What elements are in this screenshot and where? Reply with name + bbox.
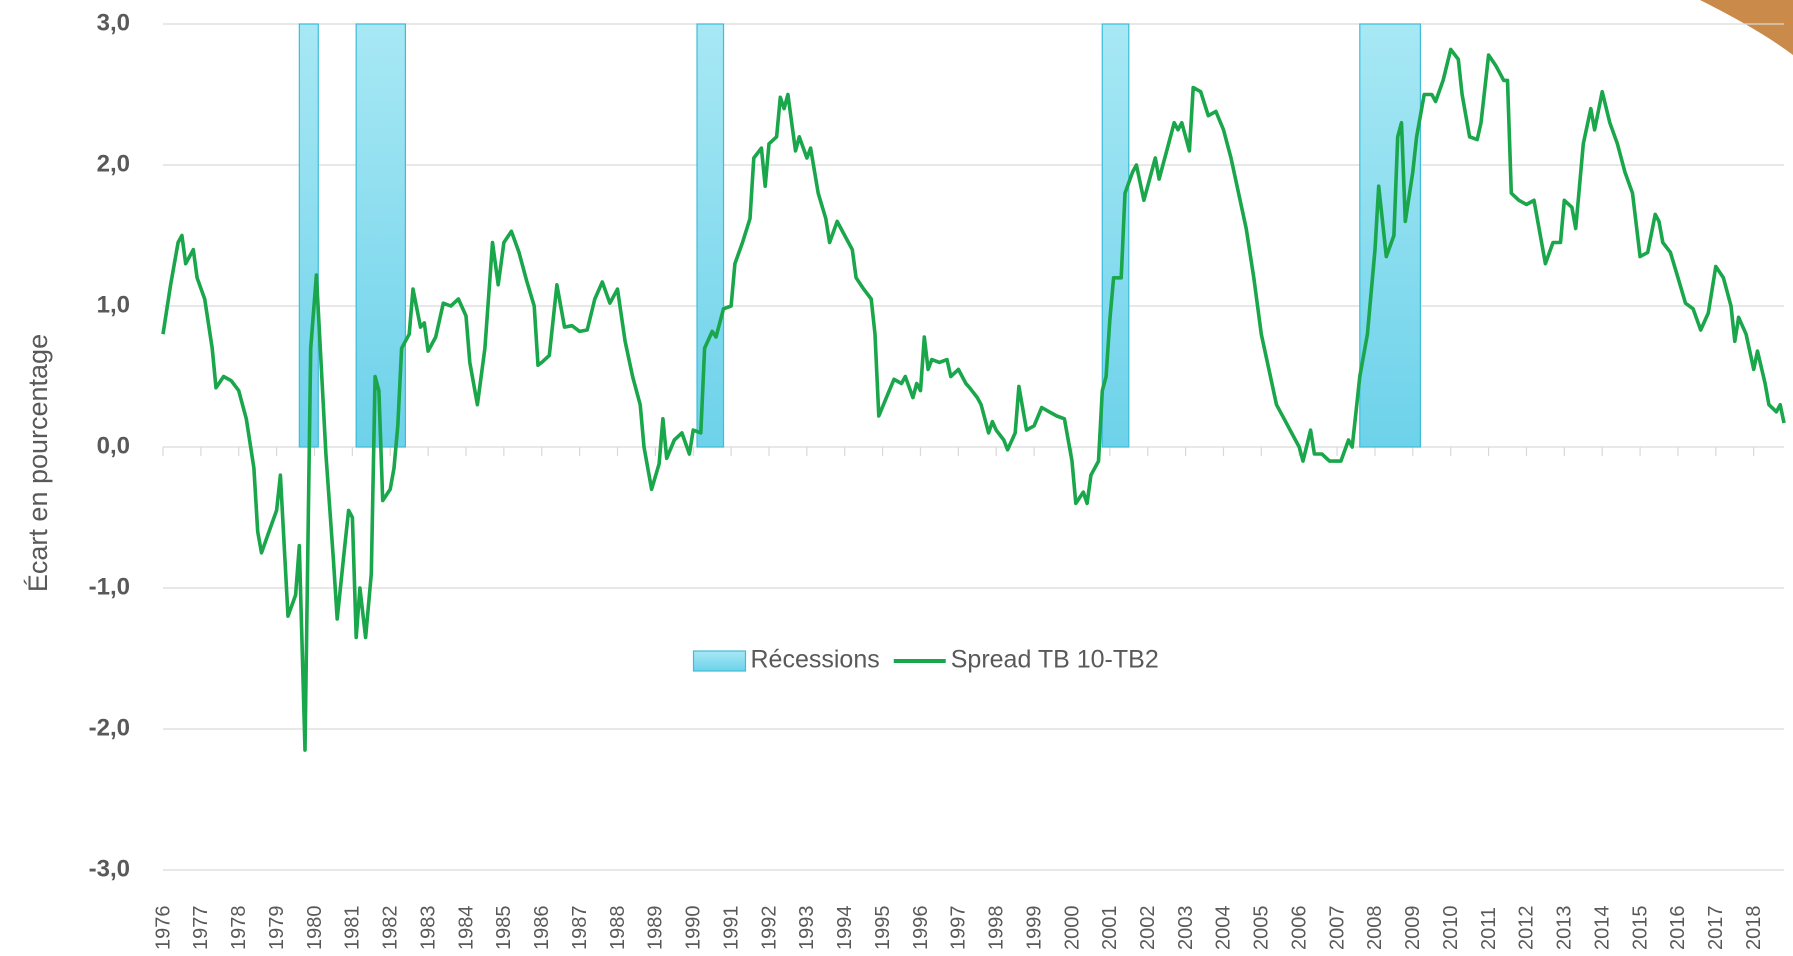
legend: Récessions Spread TB 10-TB2: [694, 646, 1159, 674]
corner-decoration: [1700, 0, 1793, 55]
x-tick-label: 2011: [1478, 907, 1500, 950]
x-tick-label: 2000: [1061, 906, 1083, 951]
x-tick-label: 2018: [1743, 906, 1765, 951]
x-tick-label: 1995: [872, 906, 894, 951]
x-tick-label: 1998: [986, 905, 1008, 950]
x-tick-label: 1976: [152, 906, 174, 951]
legend-label: Spread TB 10-TB2: [951, 646, 1159, 674]
x-tick-label: 1993: [796, 906, 818, 951]
x-tick-label: 1980: [304, 906, 326, 951]
x-tick-label: 2008: [1364, 906, 1386, 951]
x-tick-label: 2012: [1516, 906, 1538, 951]
x-tick-label: 2017: [1705, 906, 1727, 951]
x-tick-label: 1979: [266, 906, 288, 951]
x-tick-label: 2013: [1554, 906, 1576, 951]
x-tick-label: 1992: [758, 906, 780, 951]
x-tick-label: 1997: [948, 906, 970, 951]
x-tick-label: 2003: [1175, 906, 1197, 951]
x-tick-label: 1991: [720, 906, 742, 951]
x-tick-label: 1982: [380, 906, 402, 951]
x-tick-label: 2005: [1251, 906, 1273, 951]
y-tick-label: 3,0: [97, 9, 130, 36]
recession-band: [356, 24, 405, 447]
x-tick-label: 1984: [455, 906, 477, 951]
legend-swatch: [694, 651, 746, 671]
x-tick-label: 1990: [683, 906, 705, 951]
recession-band: [697, 24, 724, 447]
x-tick-label: 1985: [493, 906, 515, 951]
x-tick-label: 1996: [910, 906, 932, 951]
x-tick-label: 2007: [1326, 906, 1348, 951]
x-tick-label: 1983: [417, 906, 439, 951]
x-tick-label: 2009: [1402, 906, 1424, 951]
y-tick-label: -2,0: [89, 714, 130, 741]
x-tick-label: 2006: [1288, 906, 1310, 951]
x-tick-label: 2014: [1591, 906, 1613, 951]
grid: -3,0 -2,0 -1,0 0,0 1,0 2,0 3,0 1976 1977 1978 1979…: [89, 9, 1784, 950]
chart: -3,0 -2,0 -1,0 0,0 1,0 2,0 3,0 1976 1977 1978 1979…: [0, 0, 1793, 956]
y-tick-label: -1,0: [89, 573, 130, 600]
x-tick-label: 2016: [1667, 906, 1689, 951]
x-tick-label: 1989: [645, 906, 667, 951]
x-tick-label: 1986: [531, 906, 553, 951]
y-axis-title: Écart en pourcentage: [23, 334, 53, 592]
legend-label: Récessions: [751, 646, 880, 674]
x-tick-label: 1988: [607, 906, 629, 951]
x-tick-label: 1977: [190, 906, 212, 951]
x-tick-label: 1994: [834, 906, 856, 951]
y-tick-label: -3,0: [89, 855, 130, 882]
x-tick-label: 2002: [1137, 906, 1159, 951]
x-tick-label: 1981: [342, 906, 364, 951]
x-tick-label: 2004: [1213, 906, 1235, 951]
x-tick-label: 2010: [1440, 906, 1462, 951]
y-tick-label: 2,0: [97, 150, 130, 177]
y-tick-label: 0,0: [97, 432, 130, 459]
recession-band: [1360, 24, 1421, 447]
x-tick-label: 1987: [569, 906, 591, 951]
x-tick-label: 1999: [1023, 906, 1045, 951]
x-tick-label: 2001: [1099, 906, 1121, 951]
y-tick-label: 1,0: [97, 291, 130, 318]
x-tick-label: 2015: [1629, 906, 1651, 951]
plot-area: [163, 24, 1784, 750]
x-tick-label: 1978: [228, 906, 250, 951]
